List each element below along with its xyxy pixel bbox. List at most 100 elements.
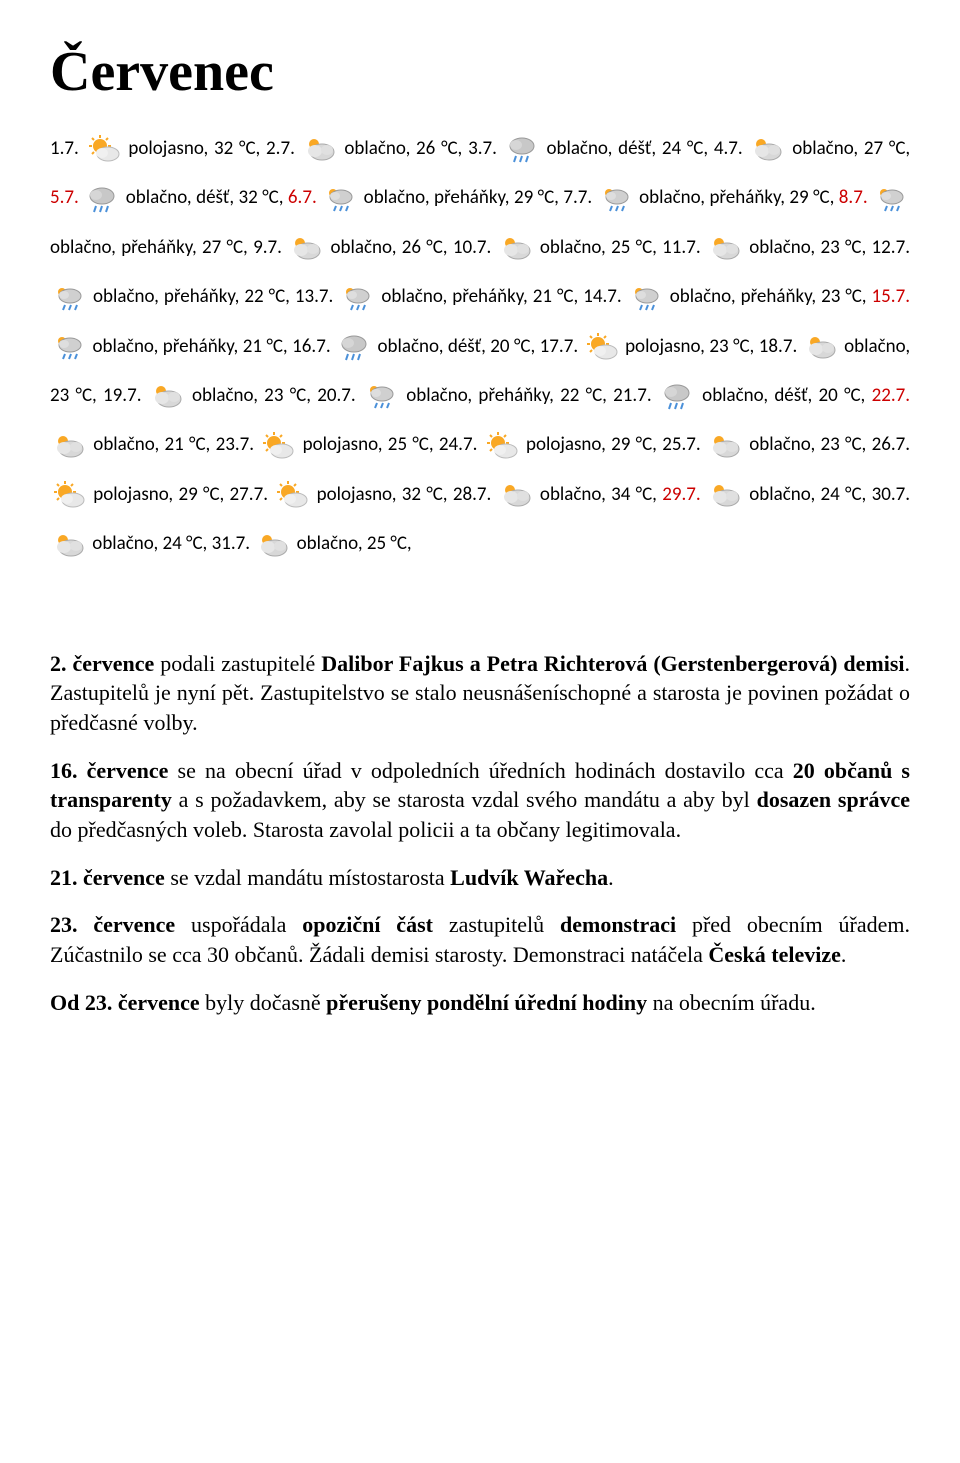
weather-date: 19.7. [103,384,141,407]
weather-icon [52,332,86,362]
weather-cond: polojasno, 25 °C, [303,433,434,456]
weather-entry: 7.7. oblačno, přeháňky, 29 °C, [563,186,838,209]
weather-entry: 28.7. oblačno, 34 °C, [453,483,662,506]
weather-cond: oblačno, 23 °C, [749,433,866,456]
weather-icon [364,381,398,411]
weather-icon [340,283,374,313]
weather-entry: 11.7. oblačno, 23 °C, [662,236,871,259]
weather-entry: 27.7. polojasno, 32 °C, [230,483,453,506]
weather-block: 1.7. polojasno, 32 °C, 2.7. oblačno, 26 … [50,124,910,569]
weather-cond: oblačno, přeháňky, 29 °C, [639,186,834,209]
weather-date: 7.7. [563,186,592,209]
weather-date: 5.7. [50,186,79,209]
weather-cond: oblačno, přeháňky, 21 °C, [381,285,578,308]
weather-cond: oblačno, přeháňky, 29 °C, [364,186,559,209]
weather-icon [52,480,86,510]
weather-icon [629,283,663,313]
weather-entry: 25.7. oblačno, 23 °C, [662,433,871,456]
weather-icon [708,431,742,461]
paragraph: 16. července se na obecní úřad v odpoled… [50,756,910,845]
paragraph: 2. července podali zastupitelé Dalibor F… [50,649,910,738]
weather-date: 28.7. [453,483,491,506]
weather-date: 31.7. [212,532,250,555]
weather-entry: 2.7. oblačno, 26 °C, [266,137,468,160]
paragraph: 21. července se vzdal mandátu místostaro… [50,863,910,893]
weather-cond: oblačno, 24 °C, [749,483,866,506]
weather-cond: oblačno, déšť, 24 °C, [546,137,708,160]
weather-entry: 13.7. oblačno, přeháňky, 21 °C, [295,285,583,308]
weather-date: 18.7. [759,335,797,358]
weather-date: 29.7. [662,483,700,506]
weather-entry: 23.7. polojasno, 25 °C, [216,433,439,456]
weather-date: 12.7. [872,236,910,259]
weather-entry: 4.7. oblačno, 27 °C, [714,137,910,160]
weather-icon [708,233,742,263]
weather-icon [303,134,337,164]
weather-entry: 20.7. oblačno, přeháňky, 22 °C, [317,384,613,407]
weather-date: 25.7. [662,433,700,456]
weather-date: 6.7. [288,186,317,209]
weather-cond: oblačno, přeháňky, 27 °C, [50,236,248,259]
weather-icon [485,431,519,461]
weather-cond: oblačno, 23 °C, [192,384,311,407]
weather-cond: oblačno, 21 °C, [93,433,210,456]
weather-entry: 16.7. oblačno, déšť, 20 °C, [292,335,540,358]
weather-icon [599,184,633,214]
weather-icon [87,134,121,164]
weather-icon [337,332,371,362]
weather-date: 9.7. [253,236,282,259]
weather-icon [660,381,694,411]
weather-date: 13.7. [295,285,333,308]
weather-icon [85,184,119,214]
weather-entry: 19.7. oblačno, 23 °C, [103,384,317,407]
weather-entry: 6.7. oblačno, přeháňky, 29 °C, [288,186,563,209]
weather-cond: oblačno, 27 °C, [792,137,910,160]
weather-date: 15.7. [872,285,910,308]
paragraph: Od 23. července byly dočasně přerušeny p… [50,988,910,1018]
weather-cond: oblačno, přeháňky, 23 °C, [670,285,867,308]
weather-icon [499,233,533,263]
weather-icon [256,530,290,560]
weather-date: 21.7. [613,384,651,407]
weather-icon [323,184,357,214]
weather-cond: oblačno, 34 °C, [540,483,657,506]
weather-cond: oblačno, déšť, 20 °C, [378,335,536,358]
weather-icon [804,332,838,362]
weather-date: 2.7. [266,137,295,160]
weather-cond: oblačno, déšť, 20 °C, [702,384,865,407]
weather-cond: oblačno, déšť, 32 °C, [126,186,284,209]
weather-date: 24.7. [439,433,477,456]
weather-entry: 31.7. oblačno, 25 °C, [212,532,412,555]
weather-entry: 1.7. polojasno, 32 °C, [50,137,266,160]
weather-icon [52,283,86,313]
weather-date: 26.7. [872,433,910,456]
weather-cond: oblačno, přeháňky, 21 °C, [92,335,287,358]
weather-icon [499,480,533,510]
weather-entry: 24.7. polojasno, 29 °C, [439,433,662,456]
weather-icon [874,184,908,214]
weather-entry: 14.7. oblačno, přeháňky, 23 °C, [583,285,871,308]
weather-icon [585,332,619,362]
weather-date: 20.7. [317,384,355,407]
weather-cond: oblačno, 25 °C, [297,532,412,555]
weather-date: 23.7. [216,433,254,456]
weather-date: 22.7. [872,384,910,407]
weather-cond: oblačno, 23 °C, [749,236,866,259]
weather-entry: 10.7. oblačno, 25 °C, [453,236,662,259]
weather-icon [750,134,784,164]
weather-date: 10.7. [453,236,491,259]
weather-cond: oblačno, 26 °C, [331,236,448,259]
weather-date: 27.7. [230,483,268,506]
weather-date: 8.7. [839,186,868,209]
weather-icon [289,233,323,263]
weather-entry: 29.7. oblačno, 24 °C, [662,483,871,506]
weather-date: 1.7. [50,137,79,160]
weather-icon [708,480,742,510]
weather-entry: 5.7. oblačno, déšť, 32 °C, [50,186,288,209]
weather-cond: oblačno, přeháňky, 22 °C, [406,384,607,407]
weather-icon [52,431,86,461]
weather-icon [505,134,539,164]
weather-date: 4.7. [714,137,743,160]
weather-date: 11.7. [662,236,700,259]
weather-cond: oblačno, přeháňky, 22 °C, [93,285,290,308]
